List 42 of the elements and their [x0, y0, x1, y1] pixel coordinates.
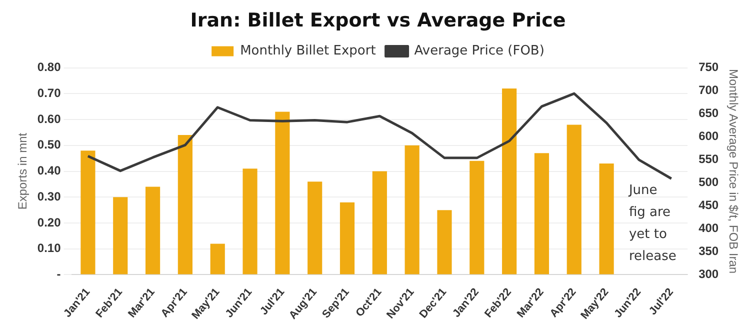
chart-title: Iran: Billet Export vs Average Price — [190, 9, 566, 32]
bar — [534, 153, 550, 274]
bar — [502, 88, 517, 274]
bar — [470, 160, 484, 274]
y2-axis-title: Monthly Average Price in $/t, FOB Iran — [726, 69, 740, 274]
y-tick-label: 0.80 — [37, 60, 62, 74]
y-tick-label: 0.60 — [37, 112, 62, 126]
bar — [437, 210, 452, 274]
y-tick-label: 0.40 — [37, 164, 62, 178]
y-tick-label: 0.50 — [37, 138, 62, 152]
bar — [242, 168, 258, 274]
legend-label: Average Price (FOB) — [414, 44, 544, 59]
y-tick-label: 0.70 — [37, 86, 62, 100]
y2-tick-label: 600 — [698, 129, 719, 144]
bar — [80, 150, 96, 274]
y2-tick-label: 350 — [698, 244, 719, 258]
legend-label: Monthly Billet Export — [240, 44, 376, 59]
y2-tick-label: 500 — [698, 175, 719, 190]
y-tick-label: 0.30 — [37, 189, 62, 204]
y-tick-label: 0.20 — [37, 215, 62, 230]
y2-tick-label: 700 — [698, 83, 719, 98]
annotation: June fig are yet to release — [628, 183, 676, 264]
y2-tick-label: 550 — [698, 152, 719, 166]
bar — [178, 135, 192, 274]
bar — [599, 164, 614, 274]
bar — [145, 186, 160, 274]
bar — [340, 202, 355, 274]
y2-tick-label: 300 — [698, 267, 719, 282]
bar — [566, 124, 582, 274]
y-tick-label: 0.10 — [37, 241, 62, 256]
y2-tick-label: 450 — [698, 198, 719, 212]
bar — [275, 112, 290, 274]
y2-tick-label: 750 — [698, 60, 719, 74]
y2-tick-label: 650 — [698, 106, 719, 120]
bar — [372, 171, 387, 274]
y2-tick-label: 400 — [698, 221, 719, 236]
bar — [308, 182, 322, 274]
y-axis-title: Exports in mnt — [16, 132, 30, 210]
y-tick-label: - — [56, 267, 61, 282]
bar — [404, 145, 420, 274]
bar — [210, 244, 225, 274]
bar — [113, 197, 128, 274]
